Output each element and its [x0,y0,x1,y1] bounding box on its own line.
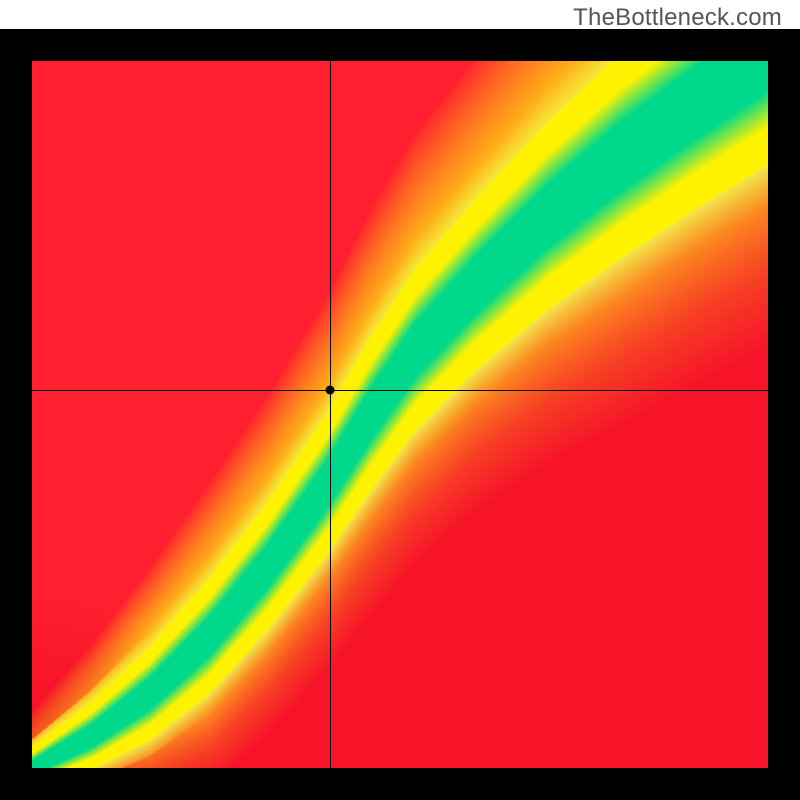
crosshair-vertical [330,61,331,768]
crosshair-horizontal [32,390,768,391]
heatmap-plot-area [32,61,768,768]
crosshair-marker-dot [326,385,335,394]
heatmap-canvas [32,61,768,768]
chart-frame [0,29,800,800]
watermark-text: TheBottleneck.com [573,4,782,32]
